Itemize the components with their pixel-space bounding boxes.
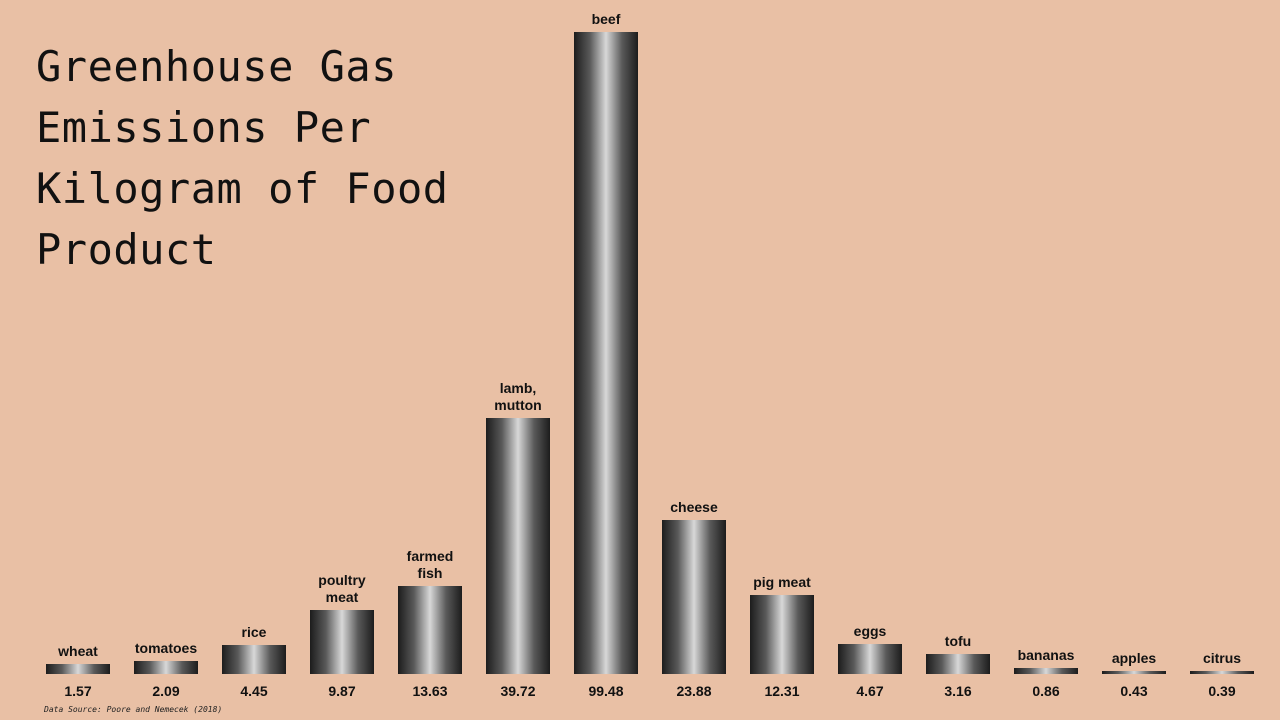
category-label: apples [1111,650,1157,666]
source-note: Data Source: Poore and Nemecek (2018) [44,705,223,714]
value-label: 9.87 [328,683,356,699]
value-label: 39.72 [500,683,536,699]
value-label: 13.63 [412,683,448,699]
bar [486,417,550,674]
chart-title: Greenhouse Gas Emissions Per Kilogram of… [36,42,449,274]
value-label: 1.57 [64,683,92,699]
bar [134,660,198,674]
bar [574,32,638,674]
category-label: eggs [853,622,887,639]
bar [1190,671,1254,674]
category-label: lamb, mutton [494,379,542,413]
category-label: farmed fish [406,548,454,582]
value-label: 12.31 [764,683,800,699]
bar [1102,671,1166,674]
bar [222,645,286,674]
category-label: tofu [944,632,972,649]
value-label: 4.67 [856,683,884,699]
bar [662,519,726,674]
value-label: 0.39 [1208,683,1236,699]
category-label: wheat [58,642,98,659]
value-label: 99.48 [588,683,624,699]
category-label: cheese [670,498,718,515]
category-label: citrus [1202,650,1242,666]
value-label: 2.09 [152,683,180,699]
value-label: 23.88 [676,683,712,699]
category-label: bananas [1017,647,1075,664]
value-label: 0.43 [1120,683,1148,699]
value-label: 4.45 [240,683,268,699]
bar [1014,668,1078,674]
value-label: 3.16 [944,683,972,699]
category-label: tomatoes [134,639,198,656]
bar [926,653,990,674]
bar [46,663,110,674]
category-label: pig meat [753,573,811,590]
bar [838,643,902,674]
category-label: rice [241,624,267,641]
bar [750,594,814,674]
category-label: poultry meat [318,572,366,606]
bar [398,586,462,674]
bar [310,610,374,674]
value-label: 0.86 [1032,683,1060,699]
category-label: beef [591,11,621,28]
